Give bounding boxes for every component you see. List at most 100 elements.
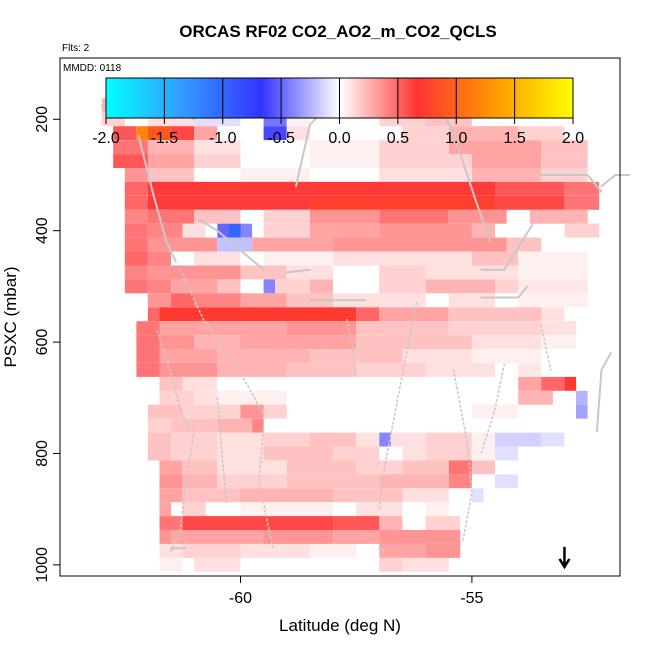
colorbar-ticks: -2.0 -1.5 -1.0 -0.5 0.0 0.5 1.0 1.5 2.0 <box>92 118 584 147</box>
heatmap-cell <box>333 516 380 530</box>
heatmap-cell <box>564 223 600 238</box>
flight-track-dotted <box>156 330 191 433</box>
flight-track-solid <box>595 352 612 433</box>
flight-track-dotted <box>378 302 418 511</box>
heatmap-cell <box>402 349 472 363</box>
heatmap-cell <box>147 446 171 461</box>
heatmap-cell <box>309 432 357 447</box>
heatmap-cell <box>147 432 171 447</box>
flight-track-dotted <box>452 369 473 544</box>
heatmap-cell <box>182 488 241 503</box>
heatmap-cell <box>147 418 171 433</box>
x-tick-label: -55 <box>460 590 483 607</box>
heatmap-cell <box>471 335 542 349</box>
heatmap-cell <box>333 237 507 252</box>
heatmap-cell <box>228 223 241 238</box>
heatmap-cell <box>425 516 461 530</box>
heatmap-cell <box>356 460 403 475</box>
heatmap-cell <box>495 446 519 461</box>
flight-track-dotted <box>216 396 228 505</box>
x-tick-label: -60 <box>229 590 252 607</box>
heatmap-cell <box>263 404 287 419</box>
heatmap-cell <box>379 530 461 544</box>
heatmap-cell <box>263 223 310 238</box>
heatmap-cell <box>263 126 287 141</box>
flight-track-dotted <box>179 268 265 416</box>
heatmap-cell <box>471 432 495 447</box>
heatmap-cell <box>240 223 253 238</box>
heatmap-cell <box>240 544 310 558</box>
heatmap-cell <box>425 279 495 294</box>
heatmap-cell <box>159 502 172 517</box>
heatmap-cell <box>171 293 195 308</box>
heatmap-cell <box>124 251 148 266</box>
heatmap-cell <box>471 251 519 266</box>
heatmap-cell <box>390 432 426 447</box>
heatmap-cell <box>147 265 241 280</box>
heatmap-cell <box>124 195 148 210</box>
flights-note: Flts: 2 <box>62 43 90 54</box>
heatmap-cell <box>124 223 148 238</box>
heatmap-cell <box>217 432 264 447</box>
heatmap-cell <box>159 530 172 544</box>
y-tick-label: 400 <box>34 217 51 244</box>
heatmap-cell <box>309 223 380 238</box>
heatmap-cell <box>159 376 183 391</box>
heatmap-cell <box>564 195 600 210</box>
heatmap-cell <box>124 237 148 252</box>
heatmap-cell <box>147 237 218 252</box>
heatmap-cell <box>425 446 472 461</box>
heatmap-cell <box>217 279 241 294</box>
heatmap-cell <box>356 502 403 517</box>
heatmap-cell <box>147 307 160 322</box>
heatmap-cell <box>182 404 241 419</box>
heatmap-cell <box>159 335 195 349</box>
heatmap-cell <box>541 335 576 349</box>
heatmap-cell <box>518 293 588 308</box>
heatmap-cell <box>240 335 357 349</box>
heatmap-cell <box>541 140 588 155</box>
heatmap-cell <box>471 223 495 238</box>
heatmap-cell <box>113 140 148 155</box>
flight-tracks <box>100 104 631 552</box>
heatmap-cell <box>217 223 229 238</box>
heatmap-cell <box>263 279 276 294</box>
chart-title: ORCAS RF02 CO2_AO2_m_CO2_QCLS <box>179 22 496 41</box>
heatmap-cell <box>194 251 241 266</box>
heatmap-cell <box>147 140 195 155</box>
heatmap-cell <box>147 154 195 168</box>
heatmap-cell <box>448 474 472 489</box>
heatmap-cell <box>159 363 218 377</box>
heatmap-cell <box>564 376 577 391</box>
heatmap-cell <box>448 209 507 224</box>
heatmap-cell <box>286 474 380 489</box>
heatmap-cell <box>333 293 426 308</box>
heatmap-cell <box>471 460 495 475</box>
heatmap-cell <box>425 502 449 517</box>
heatmap-cell <box>425 265 519 280</box>
heatmap-cell <box>240 488 334 503</box>
heatmap-cell <box>529 209 588 224</box>
heatmap-cell <box>113 154 148 168</box>
colorbar-tick-label: -1.0 <box>209 130 237 147</box>
colorbar-dividers <box>163 78 516 118</box>
heatmap-cell <box>147 251 171 266</box>
heatmap-cell <box>495 474 519 489</box>
heatmap-cell <box>379 279 426 294</box>
heatmap-cell <box>217 460 287 475</box>
heatmap-cell <box>309 209 380 224</box>
heatmap-cell <box>471 168 542 182</box>
x-axis-label: Latitude (deg N) <box>279 616 401 635</box>
colorbar-tick-label: 2.0 <box>562 130 584 147</box>
heatmap-cell <box>495 432 542 447</box>
heatmap-cell <box>576 404 588 419</box>
heatmap-cell <box>309 279 333 294</box>
heatmap-cell <box>402 557 449 572</box>
colorbar-tick-label: 0.5 <box>387 130 409 147</box>
heatmap-cell <box>252 418 264 433</box>
heatmap-cell <box>541 432 565 447</box>
heatmap-cell <box>136 126 148 141</box>
heatmap-cell <box>541 154 588 168</box>
heatmap-cell <box>356 307 380 322</box>
